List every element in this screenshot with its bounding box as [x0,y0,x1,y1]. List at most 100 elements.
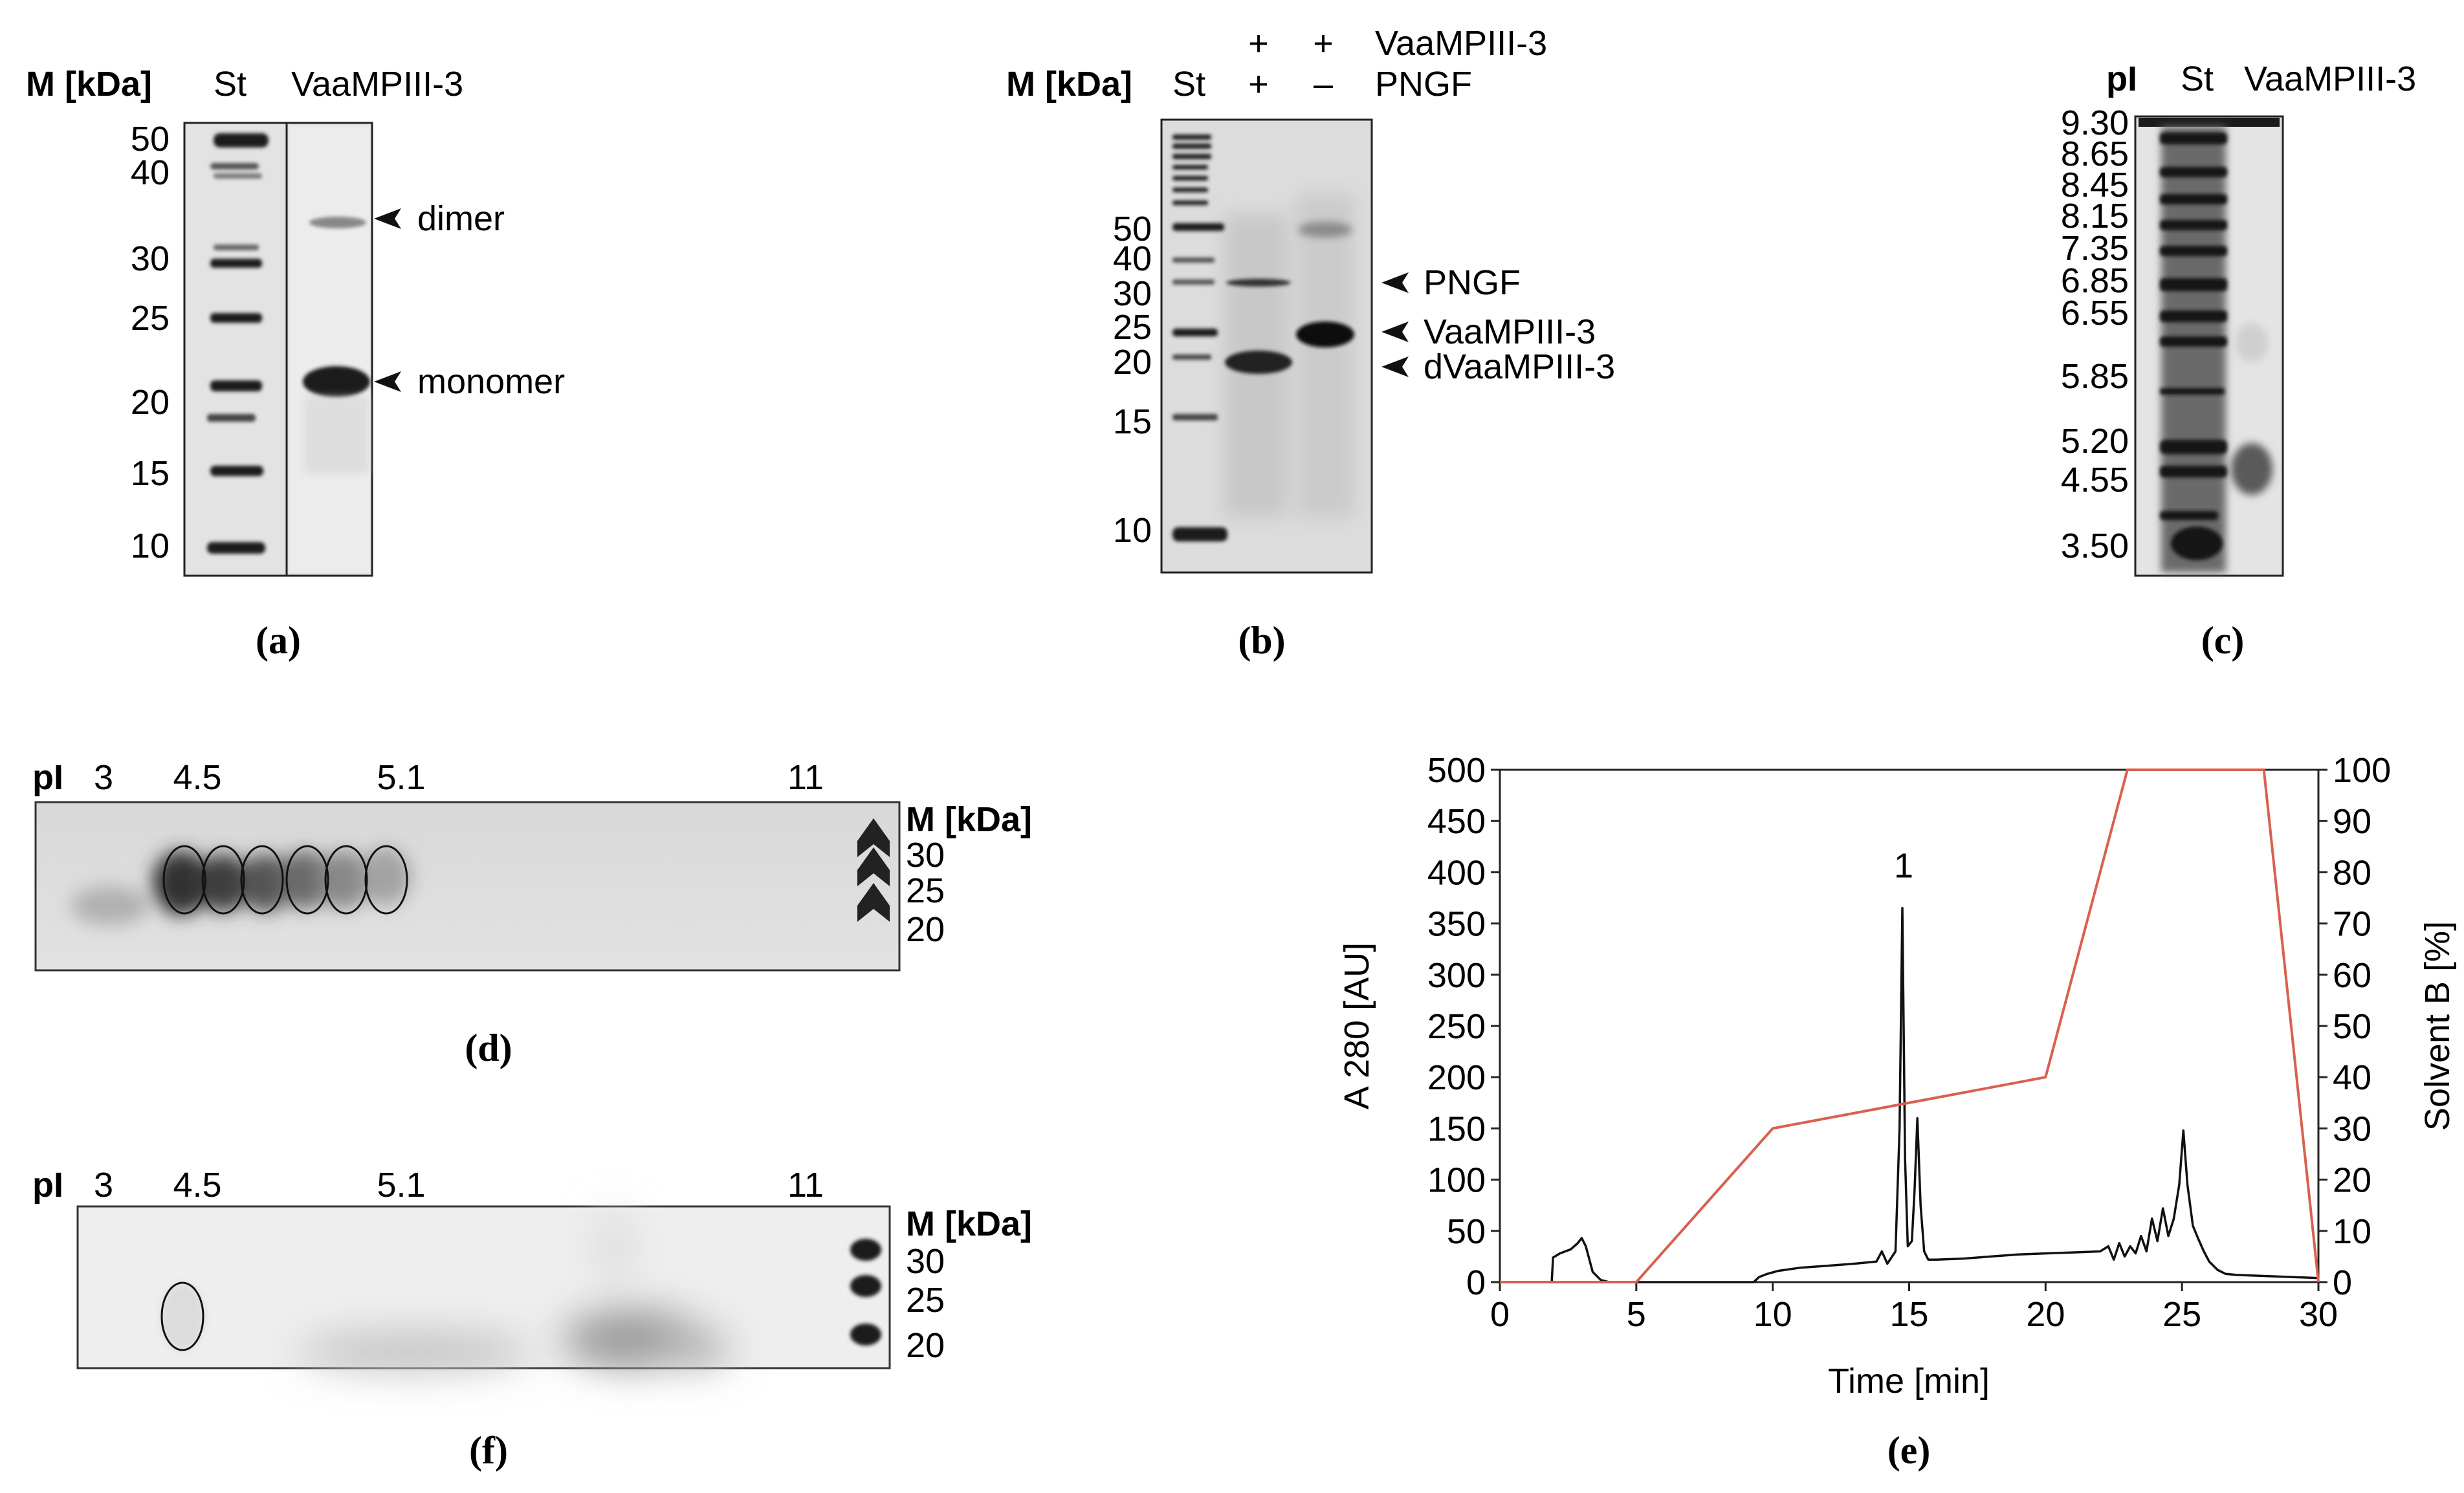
marker-label: 40 [131,153,170,192]
y-tick-label-left: 450 [1427,802,1486,841]
panel-b-vaa-label: VaaMPIII-3 [1375,24,1547,63]
marker-label: 25 [1113,308,1152,347]
pi-label: 6.55 [2061,294,2129,332]
y-tick-label-right: 50 [2333,1007,2371,1046]
panel-b-ladder [1172,135,1227,541]
panel-d: pI 3 4.5 5.1 11 M [kD [32,758,1032,1069]
panel-f: pI 3 4.5 5.1 11 M [kDa] 30 25 20 (f) [32,1166,1032,1472]
chart-ylabel-right: Solvent B [%] [2418,921,2457,1131]
panel-c-sample-band [2231,443,2272,495]
y-tick-label-left: 250 [1427,1007,1486,1046]
panel-d-pi-label: pI [32,758,63,797]
pi-tick: 3 [94,758,113,797]
annotation-vaampiii: VaaMPIII-3 [1424,312,1596,351]
chart-ticks: 0 5 10 15 20 25 300501001502002503003504004505… [1427,751,2391,1334]
y-tick-label-left: 100 [1427,1161,1486,1200]
arrowhead-icon [374,371,401,392]
pi-label: 5.20 [2061,422,2129,461]
marker-label: 30 [131,239,170,278]
panel-c-gel-top [2139,118,2280,127]
y-tick-label-right: 30 [2333,1109,2371,1148]
y-tick-label-right: 80 [2333,853,2371,892]
panel-b-vaa-lane2: + [1313,24,1334,63]
annotation-dvaampiii: dVaaMPIII-3 [1424,347,1615,386]
panel-b-caption: (b) [1238,619,1285,662]
spot-circle [364,845,408,915]
panel-a-arrows: dimer monomer [374,199,565,401]
pi-label: 8.65 [2061,135,2129,173]
panel-c-lane-sample: VaaMPIII-3 [2244,60,2416,98]
panel-e-chart: 0 5 10 15 20 25 300501001502002503003504004505… [1337,751,2457,1472]
panel-f-caption: (f) [469,1429,508,1472]
marker-label: 40 [1113,239,1152,278]
x-tick-label: 30 [2299,1295,2338,1334]
y-tick-label-left: 300 [1427,956,1486,995]
panel-d-markers [857,818,890,922]
x-tick-label: 20 [2026,1295,2065,1334]
y-tick-label-right: 100 [2333,751,2391,790]
panel-f-marker-header: M [kDa] [906,1204,1032,1243]
marker-label: 30 [906,1242,945,1281]
arrowhead-icon [1381,321,1409,342]
spot-circle [162,845,206,915]
panel-b: + + VaaMPIII-3 M [kDa] St + – PNGF [1006,24,1615,662]
arrowhead-icon [374,208,401,229]
marker-label: 15 [1113,402,1152,441]
annotation-dimer: dimer [417,199,505,238]
panel-c-lane-std: St [2181,60,2214,98]
pi-label: 4.55 [2061,461,2129,499]
y-tick-label-right: 20 [2333,1161,2371,1200]
marker-label: 20 [1113,343,1152,382]
x-tick-label: 5 [1627,1295,1646,1334]
panel-b-marker-header: M [kDa] [1006,65,1132,104]
panel-b-pngf-label: PNGF [1375,65,1472,104]
panel-f-spot [160,1283,204,1350]
chart-ylabel-left: A 280 [AU] [1337,943,1376,1109]
panel-d-marker-header: M [kDa] [906,800,1032,839]
pi-label: 5.85 [2061,357,2129,396]
chart-peak-label: 1 [1894,846,1913,885]
y-tick-label-right: 90 [2333,802,2371,841]
pi-tick: 4.5 [173,758,221,797]
arrowhead-icon [1381,272,1409,293]
panel-c-std-lane [2161,126,2226,572]
marker-label: 15 [131,454,170,493]
marker-label: 20 [906,910,945,949]
spot-circle [285,845,329,915]
panel-b-pngf-lane1: + [1248,65,1269,104]
panel-a-sample-lane [290,126,370,572]
panel-c-header: pI [2106,60,2137,98]
pi-tick: 3 [94,1166,113,1204]
marker-label: 30 [906,836,945,875]
panel-f-markers [850,1239,881,1346]
spot-circle [160,1281,204,1351]
panel-b-lane-std: St [1172,65,1205,104]
marker-label: 25 [906,1281,945,1320]
spot-circle [324,845,368,915]
panel-f-gel [76,1205,891,1369]
panel-f-pi-label: pI [32,1166,63,1204]
series-line-a280 [1500,907,2319,1283]
spot-circle [201,845,245,915]
panel-c-sample-faint [2236,323,2268,362]
pi-label: 6.85 [2061,261,2129,300]
panel-c-pi-labels: 9.30 8.65 8.45 8.15 7.35 6.85 6.55 5.85 … [2061,104,2129,565]
marker-label: 25 [131,299,170,338]
panel-e-caption: (e) [1887,1429,1931,1472]
pi-tick: 5.1 [377,758,425,797]
pi-label: 8.45 [2061,166,2129,204]
panel-d-spots-smear [71,847,411,925]
y-tick-label-left: 350 [1427,905,1486,944]
annotation-monomer: monomer [417,362,565,401]
series-line-solvent-b [1500,768,2320,1283]
y-tick-label-right: 60 [2333,956,2371,995]
pi-label: 3.50 [2061,527,2129,565]
pi-label: 8.15 [2061,197,2129,235]
pi-label: 9.30 [2061,104,2129,142]
y-tick-label-left: 50 [1447,1212,1486,1251]
y-tick-label-left: 500 [1427,751,1486,790]
marker-label: 20 [131,383,170,422]
panel-a-caption: (a) [256,619,301,662]
pi-tick: 4.5 [173,1166,221,1204]
